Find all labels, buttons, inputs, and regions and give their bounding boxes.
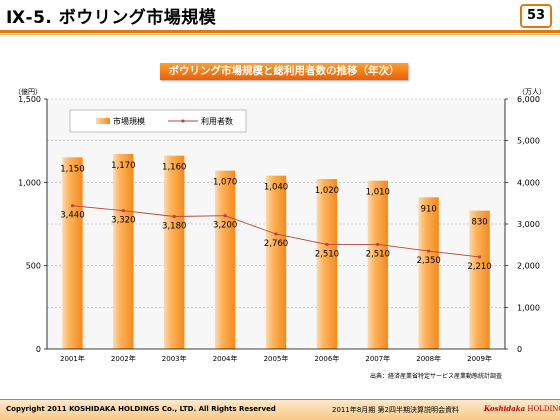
line-layer — [71, 204, 481, 259]
bar — [214, 170, 236, 349]
legend: 市場規模 利用者数 — [69, 109, 247, 133]
left-axis-tick-label: 1,500 — [18, 95, 41, 104]
bar — [367, 180, 388, 349]
slide-header: Ⅸ-5. ボウリング市場規模 53 — [0, 0, 560, 30]
line-point — [427, 249, 431, 253]
line-value-label: 3,180 — [162, 222, 186, 232]
right-axis-tick-label: 4,000 — [517, 178, 540, 187]
axis-layer: 0 500 1,000 1,500 0 1,000 2,000 3,000 4,000 5,000… — [18, 95, 540, 363]
line-value-label: 3,320 — [111, 216, 135, 226]
legend-bar-label: 市場規模 — [113, 116, 145, 126]
page-number: 53 — [520, 4, 552, 28]
copyright-text: Copyright 2011 KOSHIDAKA HOLDINGS Co., L… — [6, 405, 276, 413]
bar-value-label: 1,160 — [162, 163, 186, 173]
bar-value-label: 910 — [421, 204, 437, 214]
bar-value-label: 1,070 — [213, 178, 237, 188]
bar-layer — [62, 154, 490, 349]
header-rule — [0, 30, 560, 33]
right-axis-unit: （万人） — [518, 88, 546, 96]
logo-suffix: HOLDINGS — [527, 405, 560, 413]
bar — [113, 154, 134, 349]
line-value-label: 3,200 — [213, 221, 237, 231]
line-value-label: 2,510 — [315, 249, 339, 259]
bar-value-label: 1,150 — [60, 164, 84, 174]
chart-title: ボウリング市場規模と総利用者数の推移（年次） — [160, 63, 408, 80]
legend-box — [69, 109, 247, 133]
right-axis-tick-label: 5,000 — [517, 137, 540, 146]
line-value-label: 3,440 — [60, 211, 84, 221]
line-value-label: 2,350 — [416, 256, 440, 266]
footer-rule — [0, 399, 560, 400]
bar-value-label: 1,010 — [366, 188, 390, 198]
bar — [265, 175, 287, 349]
line-value-label: 2,510 — [366, 249, 390, 259]
meeting-text: 2011年8月期 第2四半期決算説明会資料 — [332, 406, 459, 414]
line-point — [172, 215, 176, 218]
right-axis-tick-label: 1,000 — [517, 303, 540, 312]
x-axis-tick-label: 2007年 — [365, 354, 390, 363]
source-note: 出典：経済産業省特定サービス産業動態統計調査 — [370, 373, 503, 380]
x-axis-tick-label: 2009年 — [467, 354, 492, 363]
bar — [418, 197, 439, 349]
line-value-label: 2,210 — [467, 262, 491, 272]
slide-title: Ⅸ-5. ボウリング市場規模 — [6, 8, 217, 28]
bar-value-label: 830 — [471, 218, 487, 228]
legend-bar-swatch — [96, 118, 110, 124]
line-point — [274, 232, 278, 236]
x-axis-tick-label: 2003年 — [162, 354, 187, 363]
left-axis-tick-label: 1,000 — [18, 178, 41, 187]
bar-value-label: 1,040 — [264, 183, 288, 193]
x-axis-tick-label: 2001年 — [60, 354, 85, 363]
legend-line-label: 利用者数 — [201, 116, 233, 126]
line-point — [376, 243, 380, 246]
header-rule-thin — [0, 34, 560, 35]
line-value-label: 2,760 — [264, 239, 288, 249]
x-axis-tick-label: 2008年 — [416, 354, 441, 363]
x-axis-tick-label: 2004年 — [213, 354, 238, 363]
line-point — [71, 204, 74, 208]
legend-line-marker — [181, 119, 185, 123]
bar-value-label: 1,020 — [315, 186, 339, 196]
x-axis-tick-label: 2005年 — [264, 354, 289, 363]
line-point — [325, 243, 329, 246]
footer — [0, 400, 560, 420]
right-axis-tick-label: 2,000 — [517, 262, 540, 271]
bar — [62, 157, 83, 349]
right-axis-tick-label: 6,000 — [517, 95, 540, 104]
left-axis-tick-label: 500 — [26, 262, 41, 271]
right-axis-tick-label: 3,000 — [517, 220, 540, 229]
line-point — [223, 214, 227, 218]
left-axis-tick-label: 0 — [36, 345, 41, 354]
label-layer: 1,150 1,170 1,160 1,070 1,040 1,020 1,010 910 83… — [60, 161, 491, 272]
company-logo: Koshidaka HOLDINGS — [484, 404, 560, 413]
logo-brand: Koshidaka — [484, 404, 526, 413]
left-axis-unit: （億円） — [14, 88, 42, 96]
x-axis-tick-label: 2002年 — [111, 354, 136, 363]
x-axis-tick-label: 2006年 — [314, 354, 339, 363]
right-axis-tick-label: 0 — [517, 345, 522, 354]
line-point — [121, 209, 125, 213]
line-point — [478, 255, 481, 259]
chart: 1,150 1,170 1,160 1,070 1,040 1,020 1,010 910 83… — [18, 95, 540, 363]
bar — [469, 210, 490, 349]
bar — [316, 179, 338, 349]
bar — [164, 155, 185, 349]
bar-value-label: 1,170 — [111, 161, 135, 171]
